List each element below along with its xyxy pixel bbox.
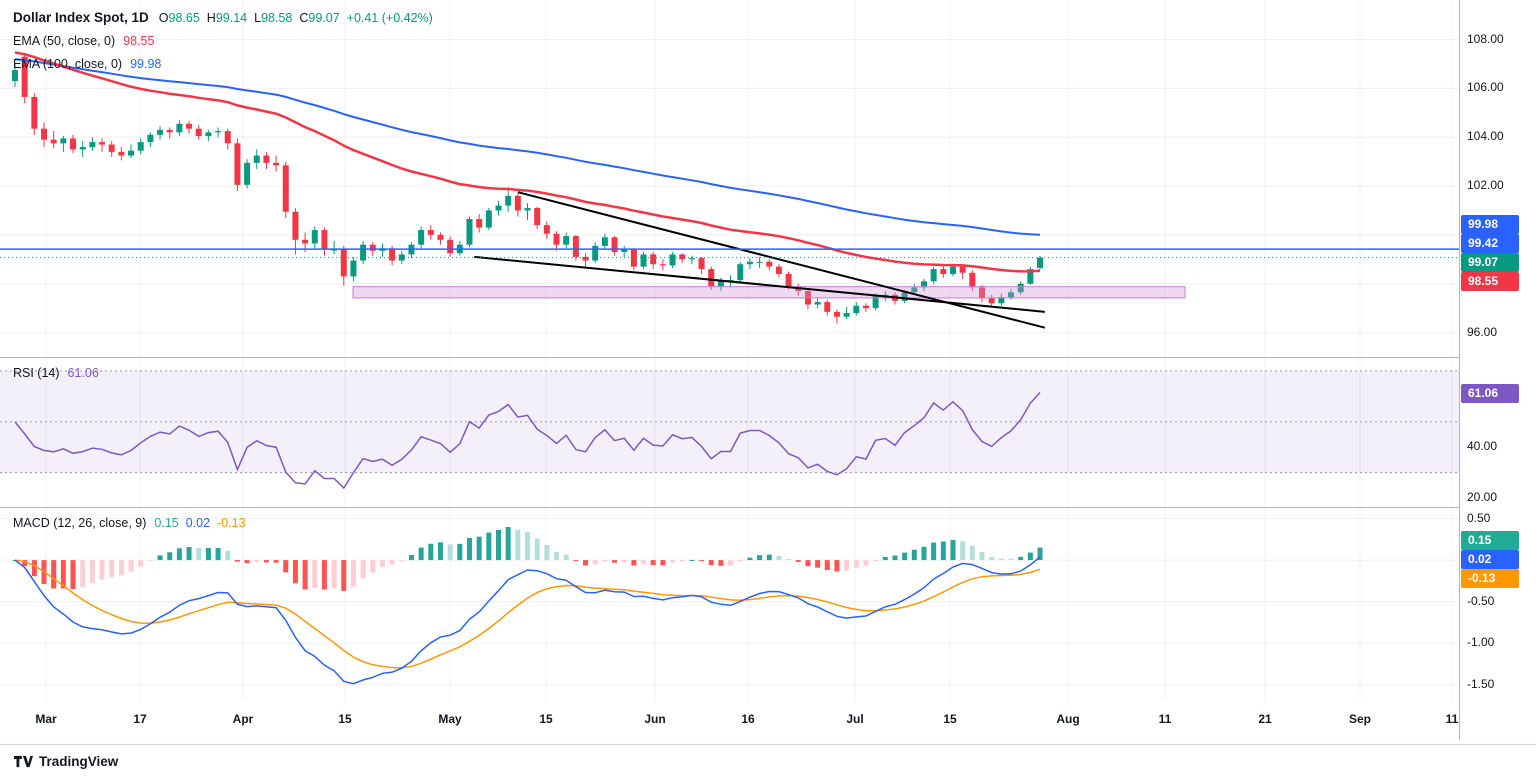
ema50-value: 98.55 [123,33,155,48]
trendline[interactable] [474,255,1045,313]
ohlc-open: O98.65 [158,10,200,25]
ohlc-close: C99.07 [299,10,340,25]
support-zone[interactable] [352,286,1186,299]
ema100-legend-row[interactable]: EMA (100, close, 0) 99.98 [13,52,433,75]
time-tick-label: 15 [539,712,553,726]
rsi-line [14,391,1041,490]
macd-signal-line [14,559,1041,669]
time-tick-label: 15 [943,712,957,726]
axis-price-badge: 99.07 [1461,252,1519,272]
tradingview-wordmark[interactable]: TradingView [39,753,119,769]
ema50-line[interactable] [14,51,1041,273]
macd-legend: MACD (12, 26, close, 9) 0.15 0.02 -0.13 [13,511,253,534]
axis-price-badge: 61.06 [1461,384,1519,404]
time-tick-label: 11 [1158,712,1172,726]
time-axis[interactable]: Mar 17 Apr 15 May 15 Jun 16 Jul 15 Aug 11 21 Sep 11 [0,702,1459,743]
chart-plot-area[interactable] [0,0,1459,702]
time-tick-label: May [438,712,462,726]
axis-price-badge: 99.98 [1461,214,1519,234]
time-tick-label: Mar [35,712,57,726]
axis-price-badge: -0.13 [1461,568,1519,588]
axis-tick-label: 96.00 [1467,324,1498,339]
symbol-title: Dollar Index Spot, 1D [13,10,149,25]
axis-tick-label: 108.00 [1467,31,1504,46]
macd-signal-value: -0.13 [217,515,246,530]
footer-bar: TradingView [0,744,1536,777]
panel-separator-price-rsi[interactable] [0,357,1536,358]
ema100-label: EMA (100, close, 0) [13,56,123,71]
ohlc-high: H99.14 [206,10,248,25]
axis-tick-label: 0.50 [1467,510,1491,525]
price-change: +0.41 (+0.42%) [346,10,433,25]
axis-tick-label: 106.00 [1467,80,1504,95]
macd-line [14,556,1041,685]
time-tick-label: 16 [741,712,755,726]
axis-tick-label: 40.00 [1467,439,1498,454]
symbol-legend-row[interactable]: Dollar Index Spot, 1D O98.65 H99.14 L98.… [13,6,433,29]
ema100-value: 99.98 [130,56,162,71]
macd-legend-row[interactable]: MACD (12, 26, close, 9) 0.15 0.02 -0.13 [13,511,253,534]
macd-line-value: 0.02 [185,515,211,530]
tradingview-logo-icon[interactable] [14,754,33,769]
time-tick-label: 15 [338,712,352,726]
time-tick-label: Jun [644,712,666,726]
panel-separator-rsi-macd[interactable] [0,507,1536,508]
rsi-label: RSI (14) [13,365,60,380]
axis-tick-label: -1.00 [1467,635,1495,650]
time-tick-label: Jul [846,712,864,726]
macd-label: MACD (12, 26, close, 9) [13,515,147,530]
ema50-legend-row[interactable]: EMA (50, close, 0) 98.55 [13,29,433,52]
candles [12,52,1044,324]
macd-histogram [12,527,1043,591]
main-chart-legend: Dollar Index Spot, 1D O98.65 H99.14 L98.… [13,6,433,75]
grid-lines [0,0,1459,702]
time-tick-label: Aug [1056,712,1080,726]
ohlc-low: L98.58 [254,10,293,25]
rsi-legend: RSI (14) 61.06 [13,361,99,384]
ema100-line[interactable] [14,58,1041,236]
price-axis[interactable]: 108.00 106.00 104.00 102.00 96.00 40.00 20.00 0… [1459,0,1536,740]
axis-tick-label: -1.50 [1467,676,1495,691]
axis-tick-label: 102.00 [1467,178,1504,193]
time-tick-label: 21 [1258,712,1272,726]
ema50-label: EMA (50, close, 0) [13,33,116,48]
axis-price-badge: 98.55 [1461,271,1519,291]
axis-tick-label: 20.00 [1467,490,1498,505]
axis-tick-label: -0.50 [1467,593,1495,608]
rsi-value: 61.06 [67,365,99,380]
time-tick-label: 17 [133,712,147,726]
axis-price-badge: 0.02 [1461,549,1519,569]
axis-price-badge: 0.15 [1461,530,1519,550]
trendline[interactable] [517,191,1046,329]
macd-hist-value: 0.15 [154,515,179,530]
axis-price-badge: 99.42 [1461,233,1519,253]
time-tick-label: Apr [232,712,254,726]
rsi-legend-row[interactable]: RSI (14) 61.06 [13,361,99,384]
axis-tick-label: 104.00 [1467,129,1504,144]
time-tick-label: Sep [1348,712,1372,726]
time-tick-label: 11 [1445,712,1459,726]
